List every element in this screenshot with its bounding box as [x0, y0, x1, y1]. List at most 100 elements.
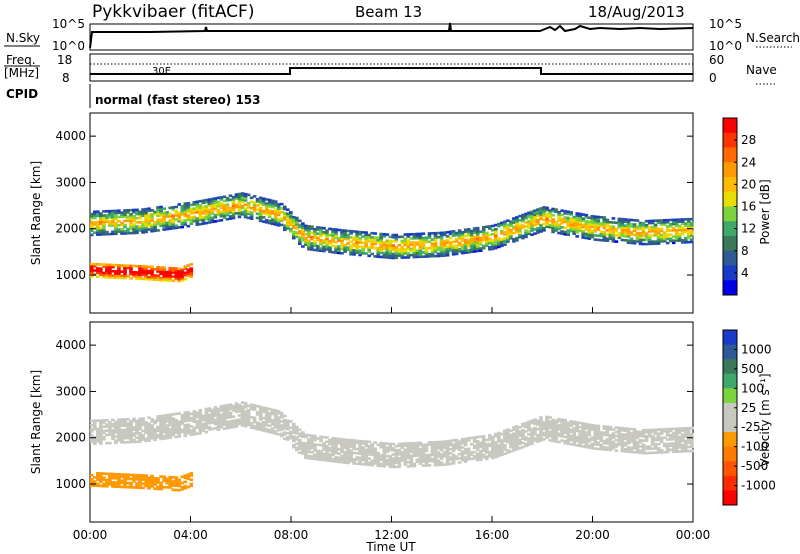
power-cell [418, 238, 423, 242]
power-cell [379, 243, 383, 246]
velocity-cell [488, 452, 492, 456]
power-cell [629, 237, 634, 241]
velocity-cell [165, 477, 169, 481]
velocity-cell [373, 447, 377, 450]
power-cell [150, 217, 154, 220]
power-cell [231, 200, 236, 203]
power-cell [135, 231, 139, 235]
power-cell [599, 222, 604, 225]
power-cell [264, 208, 269, 212]
power-cell [168, 214, 172, 218]
power-cell [111, 209, 115, 213]
power-cell [156, 212, 160, 215]
power-cell [608, 233, 613, 237]
power-cell [141, 273, 145, 277]
power-cell [346, 242, 350, 245]
power-cell [587, 220, 592, 224]
power-cbar-tick-label: 28 [741, 133, 756, 147]
velocity-cell [93, 440, 97, 443]
power-cell [334, 245, 338, 248]
velocity-cell [295, 442, 299, 445]
power-cell [551, 224, 555, 227]
power-cell [442, 254, 447, 257]
velocity-cell [536, 421, 540, 424]
power-cell [225, 213, 230, 217]
power-cell [515, 220, 519, 223]
velocity-cell [174, 488, 178, 492]
power-cell [102, 226, 106, 230]
velocity-cell [509, 433, 513, 437]
power-cell [162, 270, 166, 274]
power-cell [463, 245, 468, 248]
velocity-cell [204, 416, 209, 419]
velocity-cell [144, 484, 148, 488]
velocity-cell [162, 426, 166, 430]
velocity-cell [472, 438, 477, 441]
power-cell [96, 225, 100, 228]
power-cell [533, 217, 537, 221]
power-cell [500, 238, 504, 241]
velocity-cell [406, 448, 411, 451]
velocity-cell [409, 458, 414, 462]
velocity-cell [503, 452, 507, 455]
velocity-cell [512, 426, 516, 429]
power-cell [276, 217, 281, 221]
velocity-cell [165, 416, 169, 419]
velocity-cell [189, 416, 194, 420]
velocity-cell [593, 443, 598, 446]
power-cell [168, 273, 172, 276]
power-cell [662, 223, 667, 226]
velocity-cell [388, 461, 393, 464]
power-cell [394, 250, 399, 253]
velocity-cell [677, 441, 682, 445]
power-cell [129, 264, 133, 268]
power-cell [391, 248, 396, 251]
velocity-cell [258, 407, 263, 411]
velocity-cbar-tick-label: -25 [741, 420, 761, 434]
velocity-cell [192, 414, 197, 417]
velocity-cell [421, 456, 426, 459]
power-cell [240, 200, 245, 204]
power-cell [442, 248, 447, 251]
power-cell [593, 238, 598, 241]
power-cell [530, 214, 534, 218]
power-cell [117, 274, 121, 277]
velocity-cell [463, 460, 468, 463]
velocity-cell [126, 440, 130, 444]
power-cell [334, 249, 338, 252]
velocity-cell [126, 434, 130, 438]
velocity-cell [298, 447, 302, 450]
power-cell [225, 199, 230, 202]
velocity-cell [93, 425, 97, 429]
power-cell [587, 222, 592, 226]
velocity-cell [433, 449, 438, 452]
velocity-cell [599, 447, 604, 451]
power-cell [687, 240, 691, 244]
velocity-cell [611, 440, 616, 444]
velocity-cell [99, 440, 103, 443]
velocity-cell [304, 433, 308, 437]
power-cell [222, 208, 227, 211]
velocity-x-tick-label: 16:00 [475, 528, 510, 542]
velocity-cell [258, 409, 263, 413]
power-cell [620, 232, 625, 236]
velocity-cell [409, 454, 414, 458]
velocity-cell [665, 434, 670, 437]
power-cell [497, 245, 501, 249]
velocity-cell [96, 427, 100, 431]
nave-label: Nave [746, 63, 777, 77]
power-cell [533, 224, 537, 227]
velocity-cell [647, 430, 652, 434]
power-cell [108, 220, 112, 223]
velocity-cell [168, 432, 172, 435]
power-cell [198, 204, 203, 207]
velocity-cell [289, 434, 293, 438]
velocity-cell [358, 448, 362, 451]
power-cell [177, 226, 181, 229]
power-cell [144, 277, 148, 281]
power-cell [578, 225, 582, 228]
power-cell [536, 212, 540, 215]
velocity-cell [319, 437, 323, 441]
power-cell [102, 222, 106, 226]
velocity-cell [126, 422, 130, 425]
